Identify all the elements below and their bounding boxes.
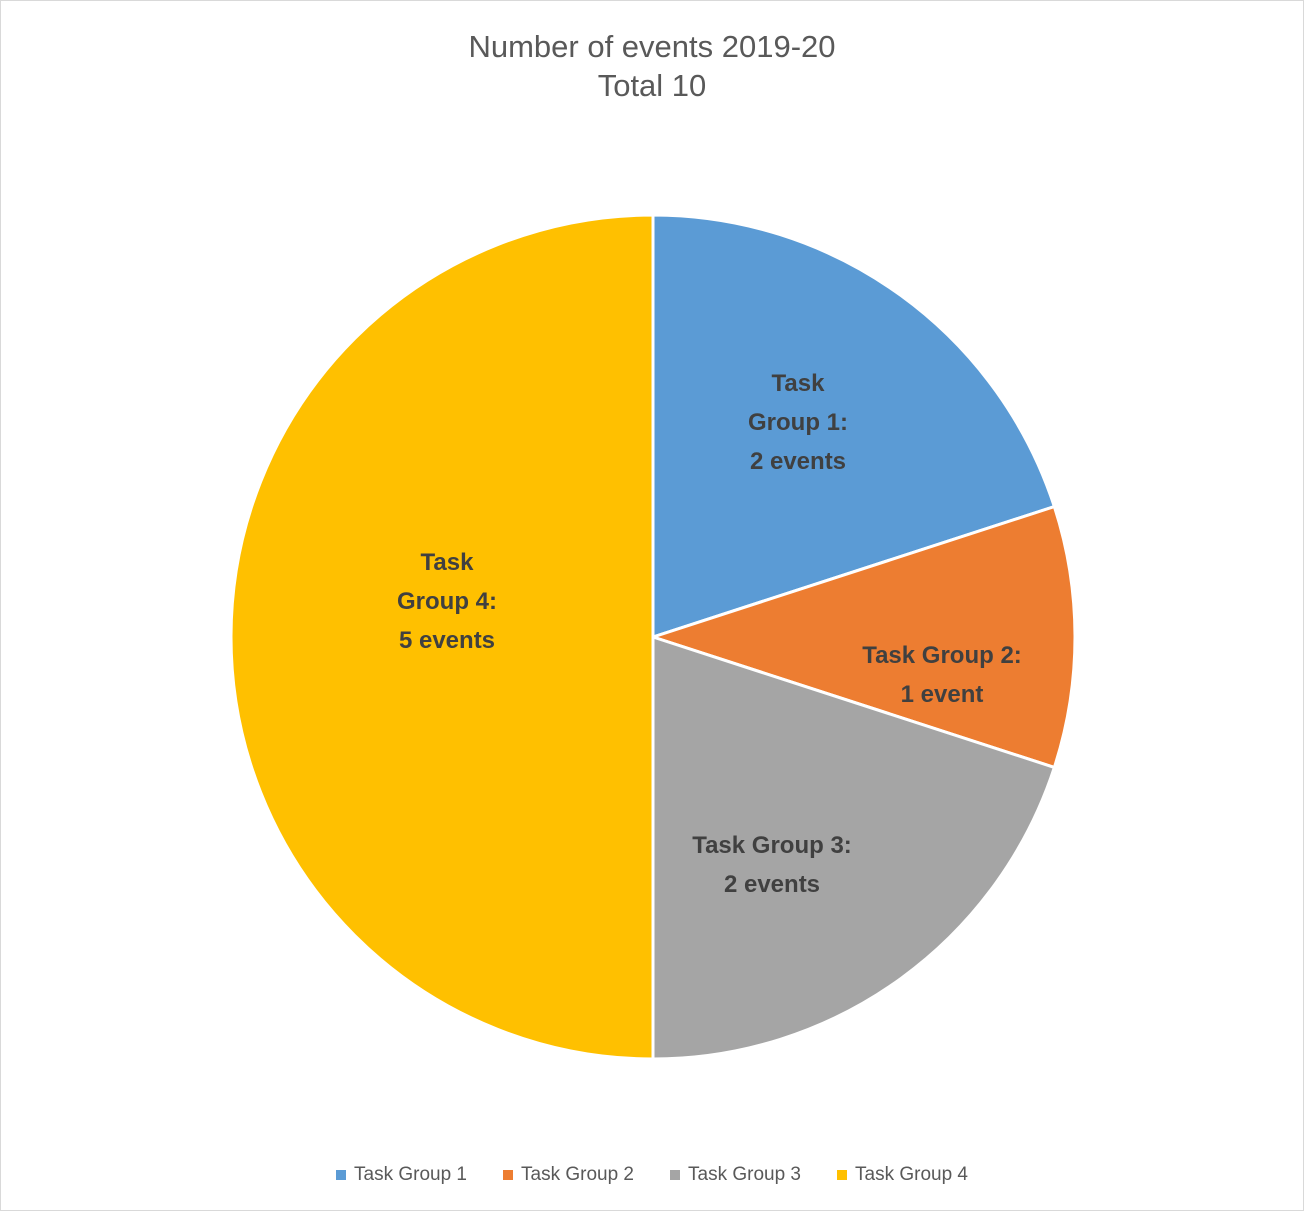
legend: Task Group 1 Task Group 2 Task Group 3 Task…: [1, 1164, 1303, 1186]
slice-data-label-line: 2 events: [750, 448, 846, 475]
legend-label: Task Group 2: [521, 1164, 634, 1185]
slice-data-label-line: Task Group 3:: [692, 832, 852, 859]
slice-data-label-4: Task Group 4: 5 events: [397, 549, 497, 654]
legend-label: Task Group 3: [688, 1164, 801, 1185]
legend-swatch: [503, 1170, 513, 1180]
legend-label: Task Group 4: [855, 1164, 968, 1185]
pie-slice-1: [651, 213, 1057, 640]
pie-slice-3: [651, 634, 1057, 1061]
chart-subtitle-line: Total 10: [597, 68, 707, 103]
legend-label: Task Group 1: [354, 1164, 467, 1185]
slice-data-label-1: Task Group 1: 2 events: [748, 370, 848, 475]
legend-item-1: Task Group 1: [336, 1164, 467, 1186]
chart-title: Number of events 2019-20 Total 10: [1, 27, 1303, 105]
slice-data-label-line: Task: [421, 549, 475, 576]
slice-data-label-line: 1 event: [901, 681, 984, 708]
legend-swatch: [837, 1170, 847, 1180]
legend-item-2: Task Group 2: [503, 1164, 634, 1186]
slice-data-label-line: Group 1:: [748, 409, 848, 436]
slice-data-label-2: Task Group 2: 1 event: [862, 642, 1022, 708]
pie-slice-2: [648, 504, 1077, 770]
slice-data-label-line: 2 events: [724, 871, 820, 898]
legend-swatch: [336, 1170, 346, 1180]
legend-swatch: [670, 1170, 680, 1180]
chart-title-line: Number of events 2019-20: [468, 29, 836, 64]
slice-data-label-line: Task: [772, 370, 826, 397]
slice-data-label-line: 5 events: [399, 627, 495, 654]
slice-data-label-line: Group 4:: [397, 588, 497, 615]
legend-item-4: Task Group 4: [837, 1164, 968, 1186]
legend-item-3: Task Group 3: [670, 1164, 801, 1186]
slice-data-label-3: Task Group 3: 2 events: [692, 832, 852, 898]
slice-data-label-line: Task Group 2:: [862, 642, 1022, 669]
pie-slice-4: [229, 213, 655, 1061]
